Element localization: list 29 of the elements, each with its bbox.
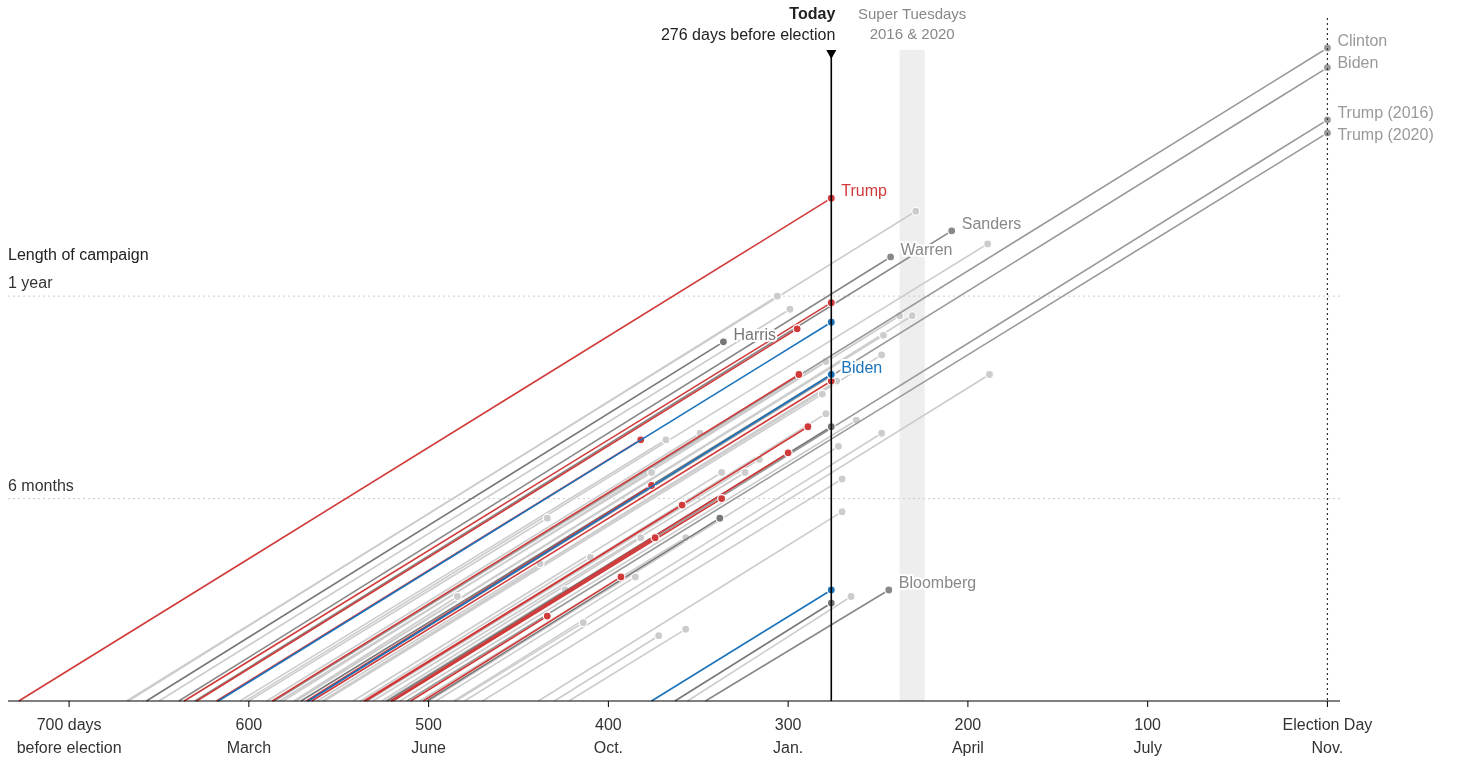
text: March xyxy=(226,739,272,756)
ref-line-label: Today 276 days before election xyxy=(660,5,836,43)
x-tick-label: 100 xyxy=(1134,716,1162,733)
series-label: Clinton xyxy=(1337,32,1388,49)
x-tick-label: 400 xyxy=(595,716,622,733)
x-tick-label: Election Day xyxy=(1282,716,1373,733)
series-label: Biden xyxy=(1337,54,1379,71)
x-tick-label: 600 xyxy=(235,716,263,733)
y-axis-title: Length of campaign xyxy=(8,246,149,264)
series-label: Biden xyxy=(841,358,883,376)
x-tick-label: 300 xyxy=(774,716,802,733)
text: Nov. xyxy=(1311,739,1344,756)
text: April xyxy=(951,739,984,756)
text: July xyxy=(1133,739,1162,756)
x-tick-label: 200 xyxy=(954,716,982,733)
x-tick-label: 700 days xyxy=(36,716,102,733)
series-label: Bloomberg xyxy=(898,573,977,591)
ref-line-label: 1 year xyxy=(8,274,54,292)
series-label: Sanders xyxy=(961,214,1022,232)
text: June xyxy=(411,739,447,756)
series-label: Trump xyxy=(841,182,888,200)
text: before election xyxy=(16,739,122,756)
series-label: Trump (2020) xyxy=(1337,125,1434,143)
text: Jan. xyxy=(773,739,804,756)
band-label: Super Tuesdays 2016 & 2020 xyxy=(857,5,967,42)
x-tick-label: 500 xyxy=(415,716,443,733)
series-label: Trump (2016) xyxy=(1337,103,1434,121)
ref-line-label: 6 months xyxy=(8,476,74,494)
text: Oct. xyxy=(593,739,624,756)
